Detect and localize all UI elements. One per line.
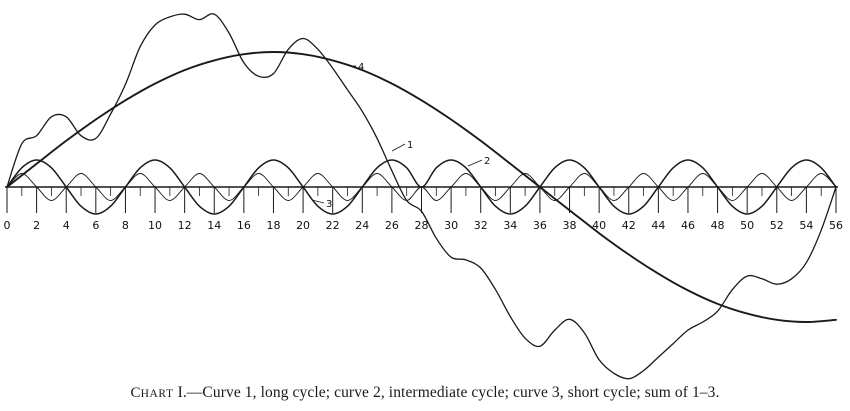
series-line-curve-3 xyxy=(6,173,837,201)
series-line-curve-4 xyxy=(6,13,837,380)
x-tick-label-30: 30 xyxy=(444,219,458,232)
x-tick-label-48: 48 xyxy=(711,219,725,232)
x-tick-label-24: 24 xyxy=(355,219,369,232)
curve-label-1: 1 xyxy=(407,140,413,151)
x-tick-label-44: 44 xyxy=(651,219,665,232)
x-tick-label-16: 16 xyxy=(237,219,251,232)
x-tick-label-40: 40 xyxy=(592,219,606,232)
x-tick-label-56: 56 xyxy=(829,219,843,232)
x-tick-label-10: 10 xyxy=(148,219,162,232)
caption-chart-initial: C xyxy=(130,385,141,401)
x-tick-label-14: 14 xyxy=(207,219,221,232)
curve-label-leader-1 xyxy=(391,143,406,152)
x-tick-label-42: 42 xyxy=(622,219,636,232)
curve-label-3: 3 xyxy=(326,199,332,210)
x-tick-label-38: 38 xyxy=(563,219,577,232)
x-tick-label-8: 8 xyxy=(122,219,129,232)
curve-label-leader-3 xyxy=(311,199,325,204)
x-tick-label-6: 6 xyxy=(92,219,99,232)
x-tick-label-50: 50 xyxy=(740,219,754,232)
x-tick-label-12: 12 xyxy=(178,219,192,232)
x-tick-label-34: 34 xyxy=(503,219,517,232)
x-tick-label-26: 26 xyxy=(385,219,399,232)
chart-plot: 0 2 4 6 8 10 12 14 16 18 20 22 24 26 28 30 32 34 36 38 40 42 4… xyxy=(4,13,843,380)
x-tick-label-20: 20 xyxy=(296,219,310,232)
curve-label-4: 4 xyxy=(358,62,364,73)
x-tick-label-18: 18 xyxy=(266,219,280,232)
curve-label-leader-2 xyxy=(467,159,483,167)
x-tick-label-0: 0 xyxy=(4,219,11,232)
caption-chart-rest: HART xyxy=(140,388,174,400)
x-tick-label-54: 54 xyxy=(799,219,813,232)
curve-label-2: 2 xyxy=(484,156,490,167)
x-tick-label-46: 46 xyxy=(681,219,695,232)
x-tick-label-28: 28 xyxy=(415,219,429,232)
chart-caption: CHART I.—Curve 1, long cycle; curve 2, i… xyxy=(0,384,850,402)
series-line-curve-1 xyxy=(6,51,837,323)
x-tick-label-36: 36 xyxy=(533,219,547,232)
x-tick-label-22: 22 xyxy=(326,219,340,232)
x-tick-label-2: 2 xyxy=(33,219,40,232)
x-tick-label-4: 4 xyxy=(63,219,70,232)
x-tick-label-52: 52 xyxy=(770,219,784,232)
x-tick-label-32: 32 xyxy=(474,219,488,232)
caption-text: I.—Curve 1, long cycle; curve 2, interme… xyxy=(173,384,720,401)
